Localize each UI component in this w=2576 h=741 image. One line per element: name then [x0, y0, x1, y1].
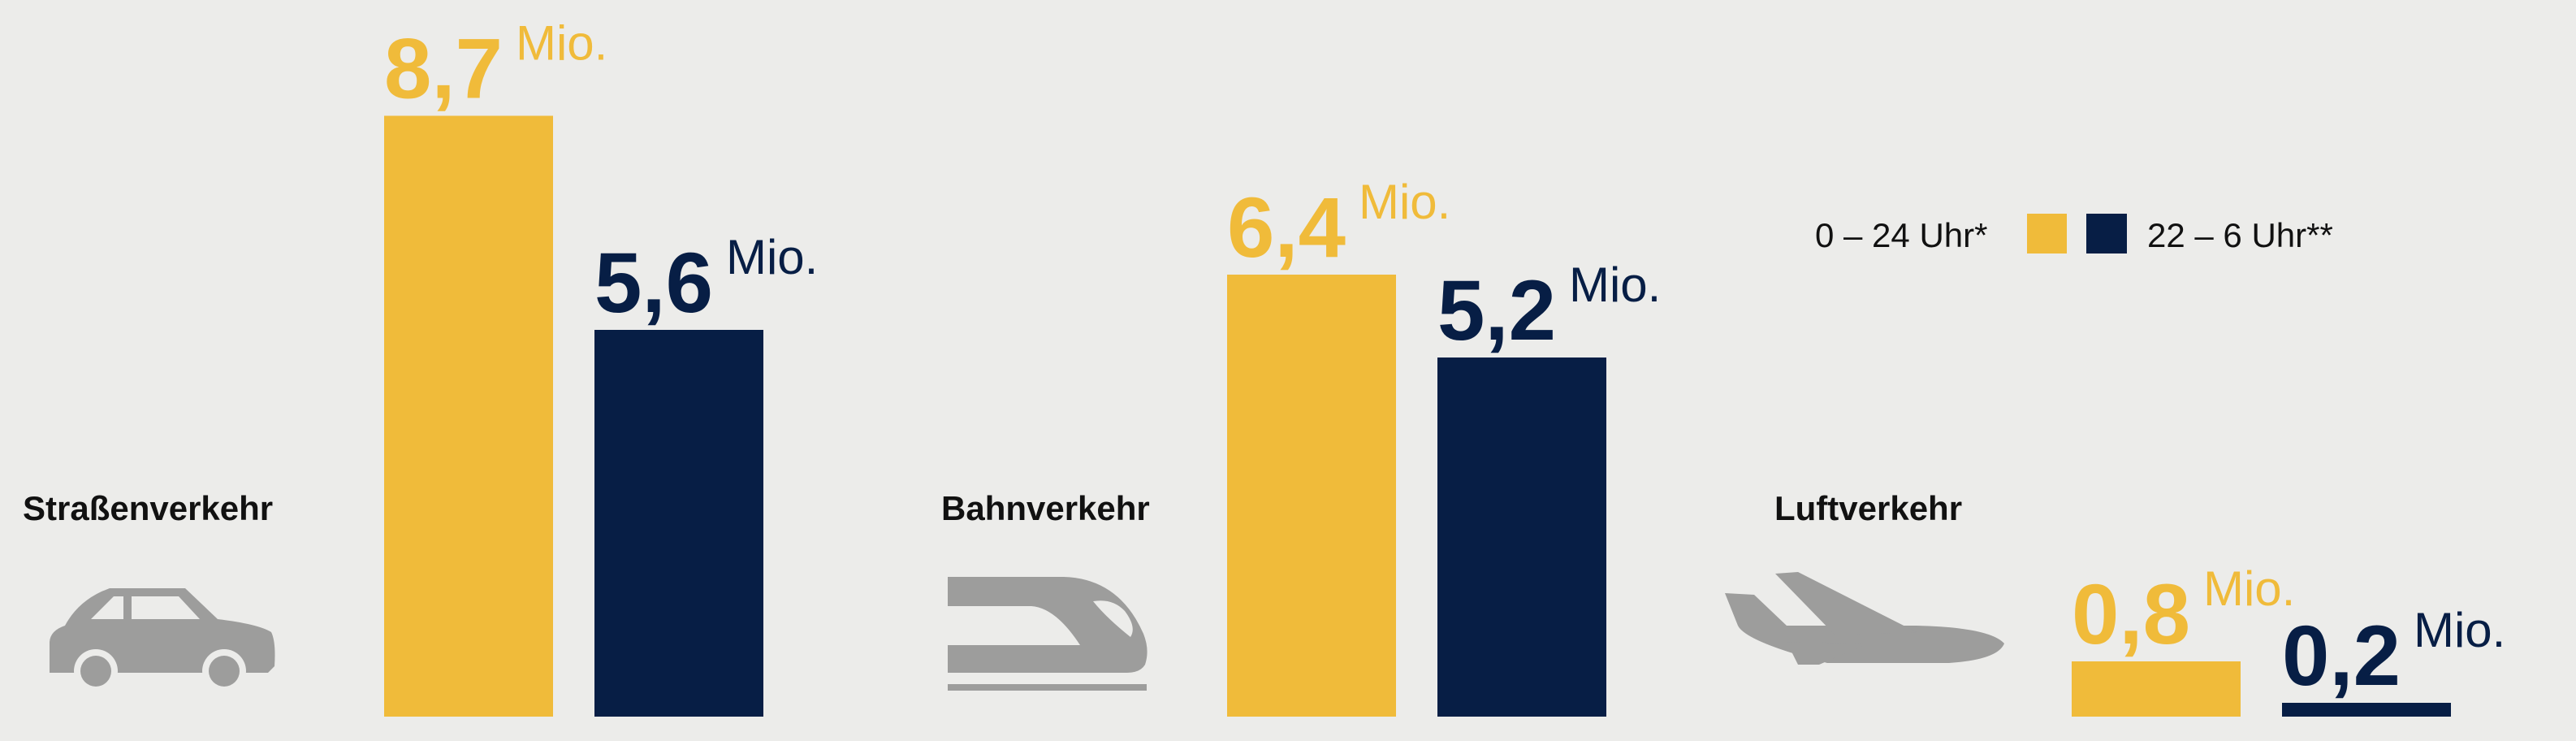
category-label: Straßenverkehr: [23, 489, 273, 527]
unit-label: Mio.: [2414, 603, 2505, 657]
bar: [1227, 275, 1396, 717]
unit-label: Mio.: [2203, 561, 2295, 616]
legend-swatch: [2027, 214, 2067, 254]
category-label: Luftverkehr: [1774, 489, 1962, 527]
value-label: 8,7: [384, 22, 503, 117]
legend-label: 0 – 24 Uhr*: [1815, 216, 1987, 254]
legend-swatch: [2086, 214, 2127, 254]
category-label: Bahnverkehr: [941, 489, 1150, 527]
bar: [384, 115, 553, 717]
unit-label: Mio.: [1569, 258, 1661, 312]
unit-label: Mio.: [726, 230, 818, 284]
bar: [2282, 703, 2451, 717]
unit-label: Mio.: [1359, 175, 1450, 229]
value-label: 5,2: [1437, 263, 1556, 358]
value-label: 5,6: [594, 236, 713, 331]
value-label: 6,4: [1227, 180, 1346, 275]
bar: [2072, 661, 2241, 717]
value-label: 0,8: [2072, 567, 2190, 662]
car-icon: [50, 588, 275, 693]
legend-label: 22 – 6 Uhr**: [2147, 216, 2333, 254]
bar: [1437, 358, 1606, 717]
plane-icon: [1725, 572, 2004, 665]
train-icon: [948, 577, 1148, 691]
bar: [594, 330, 763, 717]
unit-label: Mio.: [516, 16, 607, 71]
value-label: 0,2: [2282, 609, 2401, 704]
